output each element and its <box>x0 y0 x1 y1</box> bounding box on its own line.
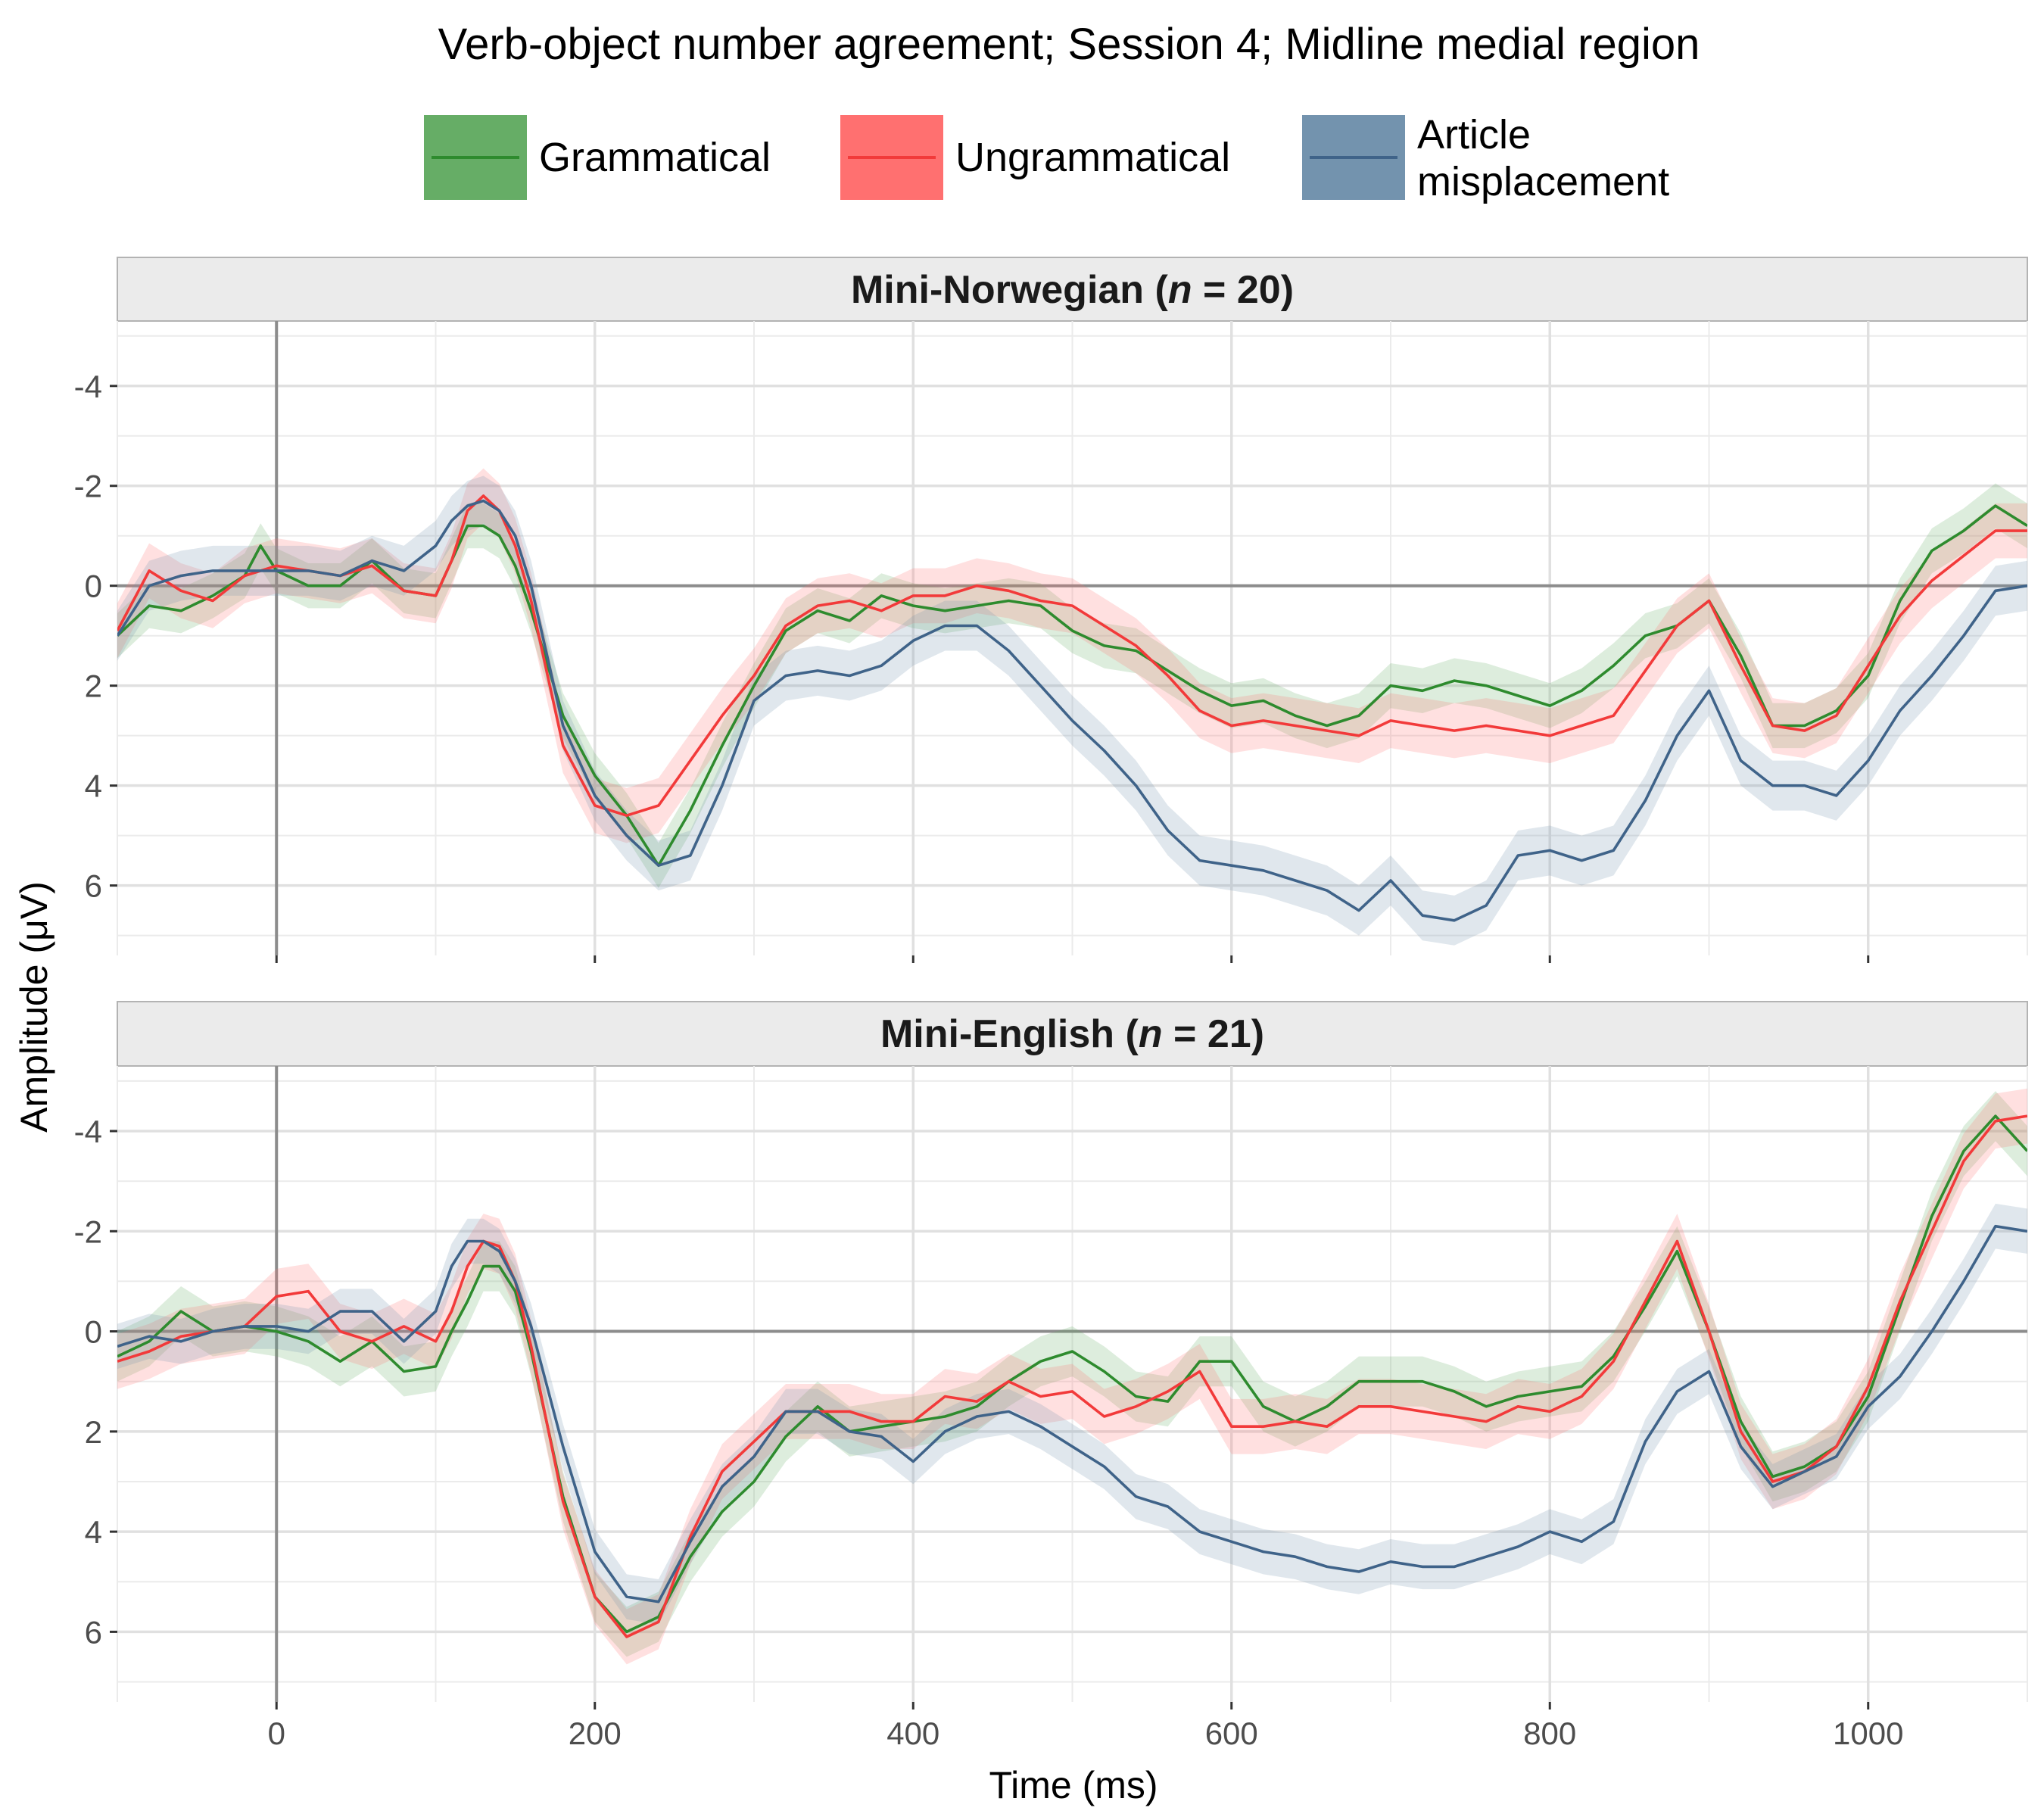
y-tick-label: -4 <box>74 369 102 404</box>
series-line-ungram <box>117 1114 2027 1638</box>
y-tick-label: 4 <box>85 768 102 804</box>
y-tick-label: 2 <box>85 669 102 704</box>
panel-title: Mini-English (n = 21) <box>880 1012 1264 1056</box>
legend-label-gram: Grammatical <box>539 135 771 180</box>
y-tick-label: 6 <box>85 1614 102 1650</box>
ribbon-artmis <box>117 1203 2027 1625</box>
y-tick-label: -2 <box>74 469 102 504</box>
legend-item-ungram: Ungrammatical <box>840 115 1230 200</box>
ribbon-artmis <box>117 475 2027 946</box>
x-tick-label: 400 <box>886 1716 939 1751</box>
y-tick-label: 0 <box>85 1314 102 1350</box>
y-axis-label: Amplitude (μV) <box>13 881 55 1133</box>
x-tick-label: 1000 <box>1833 1716 1903 1751</box>
y-tick-label: 6 <box>85 868 102 904</box>
legend: Grammatical Ungrammatical Article misplacem… <box>424 112 1669 204</box>
chart-title: Verb-object number agreement; Session 4;… <box>438 20 1700 69</box>
panel-strip <box>117 257 2028 322</box>
legend-label-ungram: Ungrammatical <box>955 135 1230 180</box>
x-tick-label: 0 <box>268 1716 285 1751</box>
x-axis-label: Time (ms) <box>989 1764 1158 1806</box>
ribbon-gram <box>117 483 2027 888</box>
ribbon-ungram <box>117 1088 2027 1665</box>
x-tick-label: 600 <box>1205 1716 1258 1751</box>
series-line-gram <box>117 1114 2027 1634</box>
y-tick-label: 2 <box>85 1414 102 1450</box>
y-tick-label: 0 <box>85 569 102 604</box>
y-tick-label: -4 <box>74 1114 102 1149</box>
x-tick-label: 800 <box>1523 1716 1576 1751</box>
ribbon-ungram <box>117 468 2027 843</box>
panel-title: Mini-Norwegian (n = 20) <box>851 268 1294 312</box>
panels: Mini-Norwegian (n = 20)-4-20246Mini-Engl… <box>74 257 2028 1751</box>
panel-2: Mini-English (n = 21) -4 -2 0 2 4 6 0 200 400 600 8… <box>74 1001 2028 1751</box>
legend-item-gram: Grammatical <box>424 115 771 200</box>
x-tick-label: 200 <box>569 1716 622 1751</box>
series-line-ungram <box>117 494 2027 817</box>
y-tick-label: -2 <box>74 1214 102 1249</box>
legend-item-artmis: Article misplacement <box>1302 112 1669 204</box>
legend-label-artmis: Article misplacement <box>1417 112 1669 204</box>
y-tick-label: 4 <box>85 1514 102 1550</box>
panel-1: Mini-Norwegian (n = 20) -4 -2 0 2 4 6 <box>74 257 2028 963</box>
series-line-artmis <box>117 1224 2027 1604</box>
panel-strip <box>117 1001 2028 1067</box>
ribbon-gram <box>117 1091 2027 1657</box>
series-line-artmis <box>117 499 2027 922</box>
